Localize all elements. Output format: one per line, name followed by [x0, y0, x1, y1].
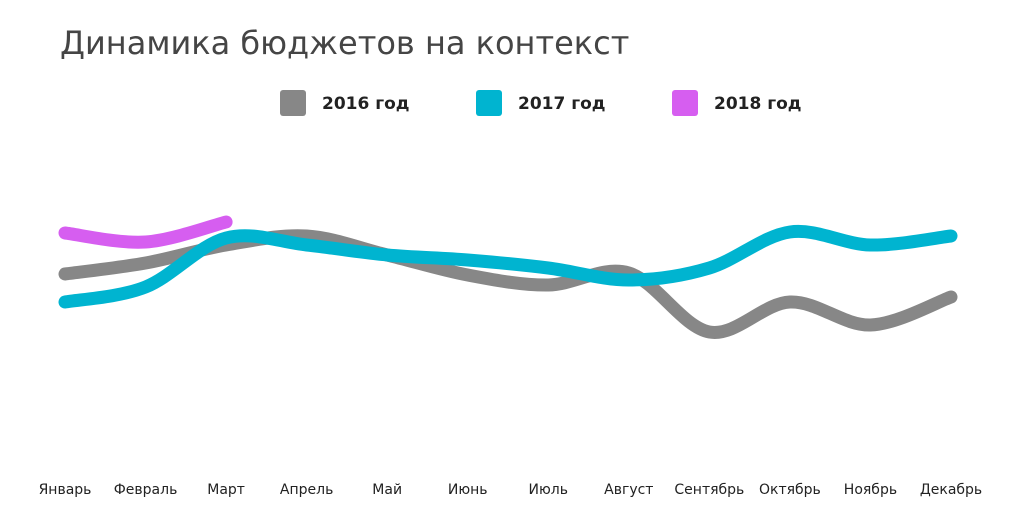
- chart-title: Динамика бюджетов на контекст: [60, 24, 629, 62]
- x-tick-label: Ноябрь: [844, 482, 897, 498]
- legend-swatch: [672, 90, 698, 116]
- x-tick-label: Декабрь: [920, 482, 982, 498]
- x-tick-label: Май: [372, 482, 402, 498]
- x-tick-label: Июнь: [448, 482, 488, 498]
- legend-label: 2017 год: [518, 94, 606, 114]
- legend-swatch: [476, 90, 502, 116]
- x-tick-label: Июль: [529, 482, 568, 498]
- x-tick-label: Март: [207, 482, 245, 498]
- legend-swatch: [280, 90, 306, 116]
- x-tick-label: Август: [604, 482, 653, 498]
- line: [58, 224, 958, 309]
- x-tick-label: Январь: [39, 482, 92, 498]
- legend-label: 2016 год: [322, 94, 410, 114]
- x-tick-label: Февраль: [114, 482, 178, 498]
- x-tick-label: Апрель: [280, 482, 333, 498]
- x-tick-label: Сентябрь: [674, 482, 744, 498]
- x-tick-label: Октябрь: [759, 482, 821, 498]
- line: [58, 215, 233, 249]
- legend-label: 2018 год: [714, 94, 802, 114]
